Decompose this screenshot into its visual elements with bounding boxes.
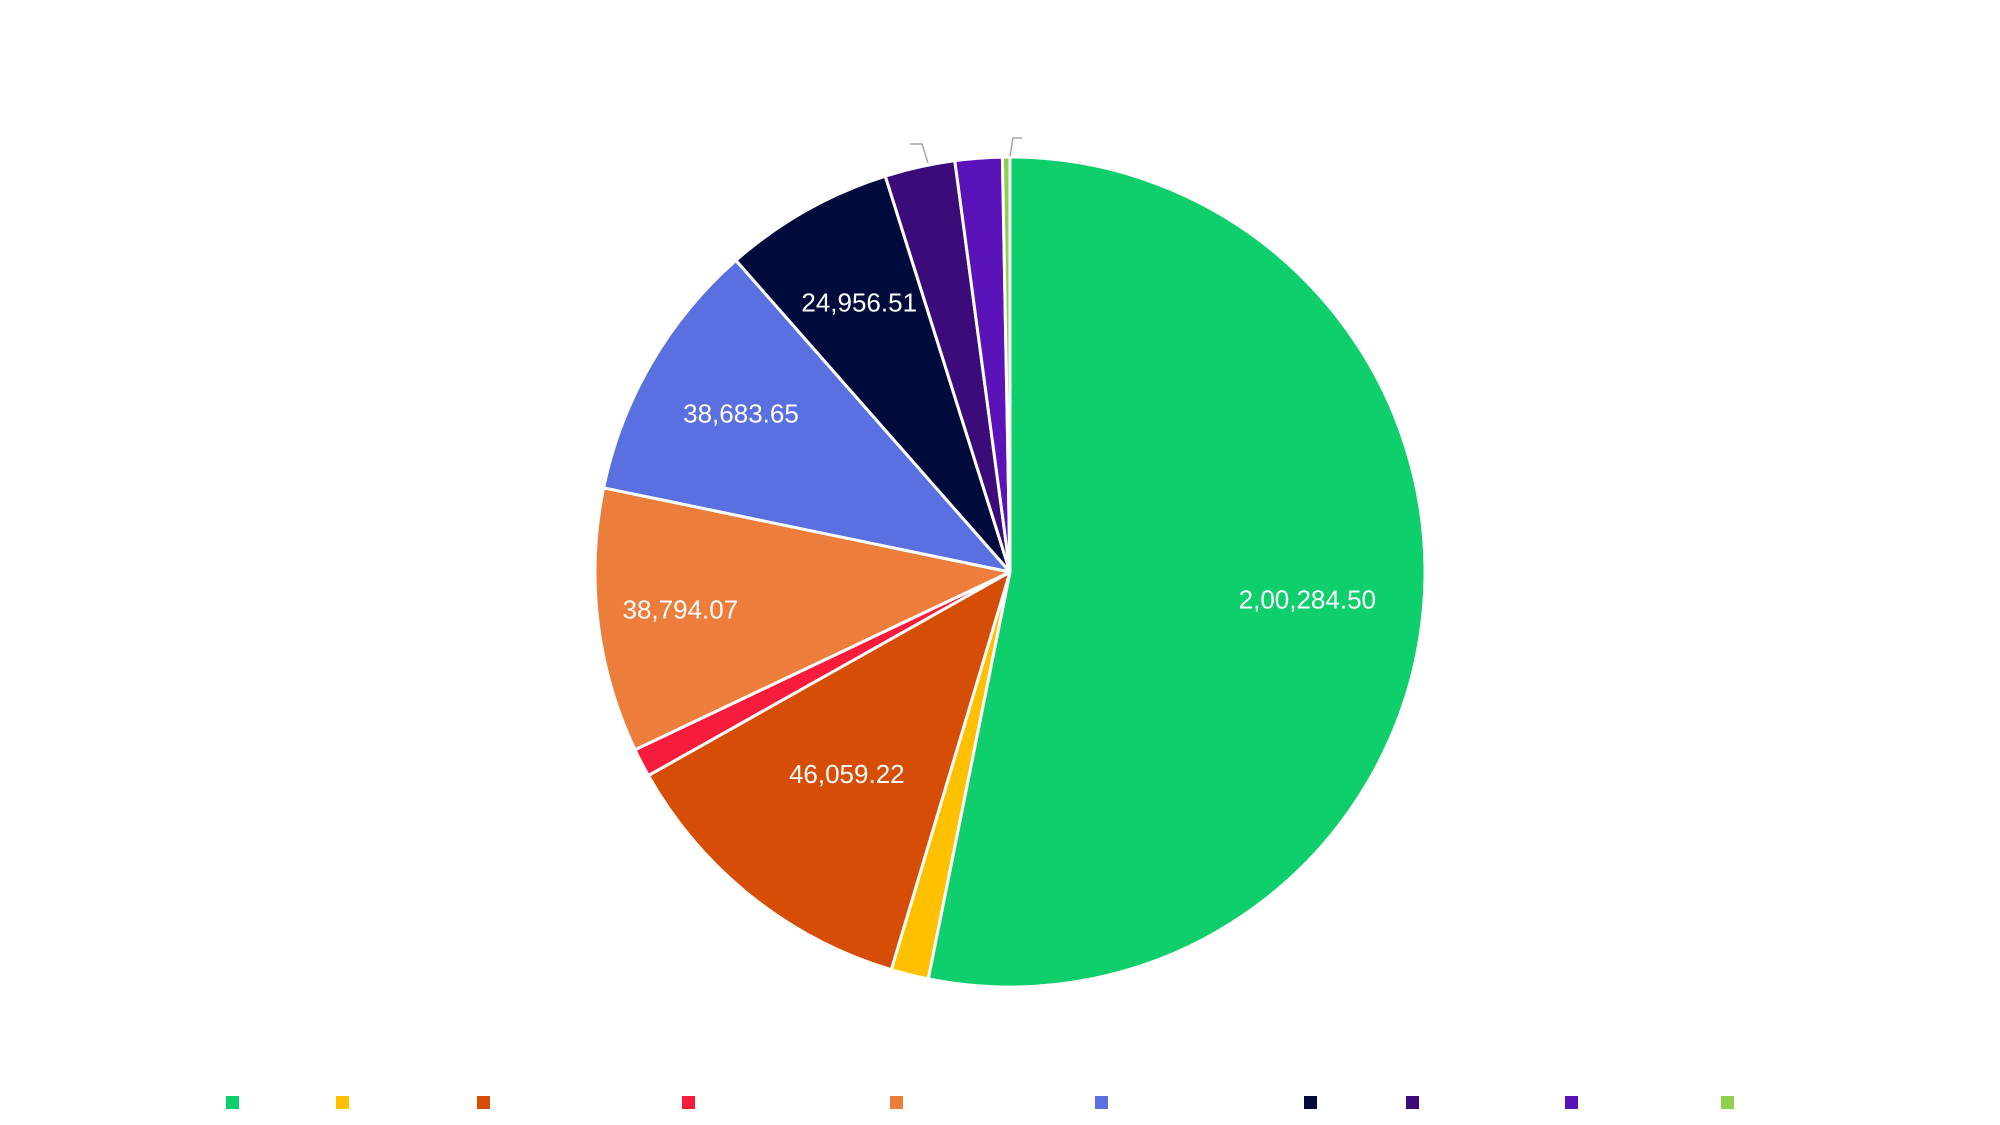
pie-slice-7 [734,174,1012,574]
legend-entry-9 [1565,1096,1578,1109]
legend-swatch-1 [226,1096,239,1109]
legend-swatch-4 [682,1096,695,1109]
pie-slice-1 [926,155,1427,989]
data-label-slice-5: 38,794.07 [623,594,739,624]
pie-slice-3 [646,570,1012,972]
data-label-slice-7: 24,956.51 [801,287,917,317]
legend-swatch-10 [1721,1096,1734,1109]
legend-swatch-9 [1565,1096,1578,1109]
legend-entry-6 [1095,1096,1108,1109]
legend-entry-1 [226,1096,239,1109]
leader-lines-layer [910,137,1022,164]
legend-entry-2 [336,1096,349,1109]
legend-swatch-7 [1304,1096,1317,1109]
legend-swatch-5 [890,1096,903,1109]
leader-line-slice-10 [1009,137,1022,157]
pie-slice-5 [593,486,1012,752]
data-label-slice-1: 2,00,284.50 [1239,584,1376,614]
data-labels-layer: 2,00,284.50 46,059.22 38,794.07 38,683.65 24… [623,287,1376,789]
legend-swatch-2 [336,1096,349,1109]
legend-entry-3 [477,1096,490,1109]
pie-slice-6 [602,258,1012,574]
leader-line-slice-8 [910,143,929,164]
legend-entry-8 [1406,1096,1419,1109]
legend-entry-7 [1304,1096,1317,1109]
legend [226,1096,1734,1109]
legend-entry-5 [890,1096,903,1109]
slices-layer [593,155,1427,989]
data-label-slice-6: 38,683.65 [683,398,799,428]
legend-swatch-6 [1095,1096,1108,1109]
legend-entry-10 [1721,1096,1734,1109]
legend-swatch-8 [1406,1096,1419,1109]
legend-swatch-3 [477,1096,490,1109]
legend-entry-4 [682,1096,695,1109]
pie-slice-10 [1000,155,1012,574]
data-label-slice-3: 46,059.22 [789,759,905,789]
